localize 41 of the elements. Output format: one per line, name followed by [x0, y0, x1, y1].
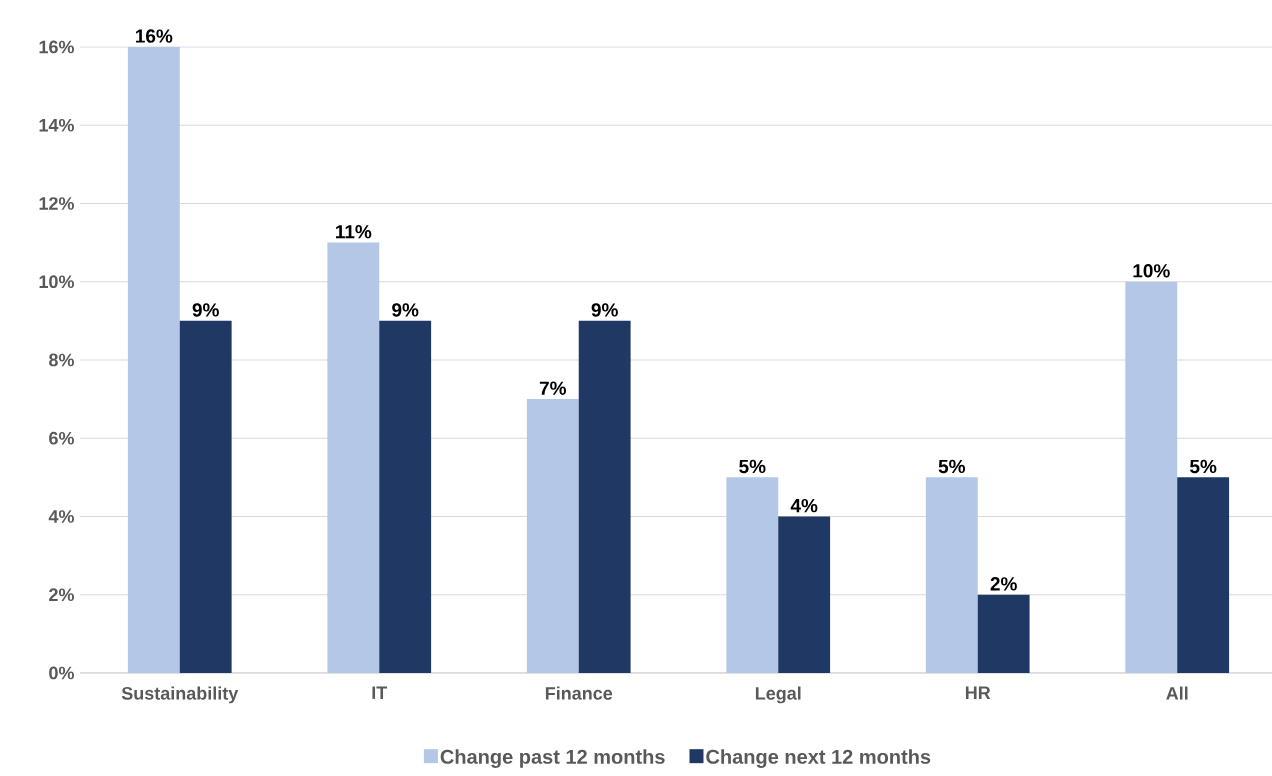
y-tick-label: 4%: [48, 510, 74, 523]
data-label: 10%: [1133, 264, 1170, 278]
y-tick-label: 14%: [39, 118, 74, 132]
bar: [179, 320, 232, 673]
y-tick-label: 16%: [39, 40, 74, 54]
bar: [726, 477, 779, 673]
data-label: 11%: [336, 225, 372, 239]
bar: [778, 516, 831, 673]
data-label: 5%: [1190, 459, 1217, 474]
bar: [526, 399, 579, 673]
data-label: 9%: [591, 303, 618, 317]
legend-label: Change past 12 months: [440, 749, 665, 768]
data-label: 9%: [192, 303, 219, 317]
data-label: 7%: [539, 381, 567, 395]
bar: [379, 320, 432, 673]
data-label: 9%: [392, 303, 419, 317]
data-label: 16%: [136, 29, 173, 43]
bar: [925, 477, 978, 673]
data-label: 2%: [990, 577, 1017, 591]
y-tick-label: 6%: [49, 431, 74, 445]
y-tick-label: 8%: [49, 353, 74, 367]
x-tick-label: All: [1166, 686, 1188, 700]
bar: [1125, 281, 1178, 673]
y-tick-label: 2%: [49, 588, 74, 602]
x-tick-label: Sustainability: [121, 686, 239, 704]
bar: [977, 594, 1030, 673]
bar: [327, 242, 380, 673]
y-tick-label: 0%: [49, 666, 74, 680]
x-tick-label: IT: [372, 686, 388, 699]
legend-label: Change next 12 months: [706, 749, 931, 768]
bar: [127, 46, 180, 673]
x-tick-label: Legal: [755, 686, 801, 704]
x-tick-label: HR: [965, 686, 991, 699]
data-label: 5%: [739, 459, 766, 474]
bar: [1177, 477, 1230, 673]
data-label: 4%: [790, 498, 818, 513]
y-tick-label: 10%: [39, 275, 74, 289]
bar: [578, 320, 631, 673]
x-tick-label: Finance: [545, 686, 613, 700]
data-label: 5%: [938, 459, 966, 474]
y-tick-label: 12%: [39, 197, 74, 210]
